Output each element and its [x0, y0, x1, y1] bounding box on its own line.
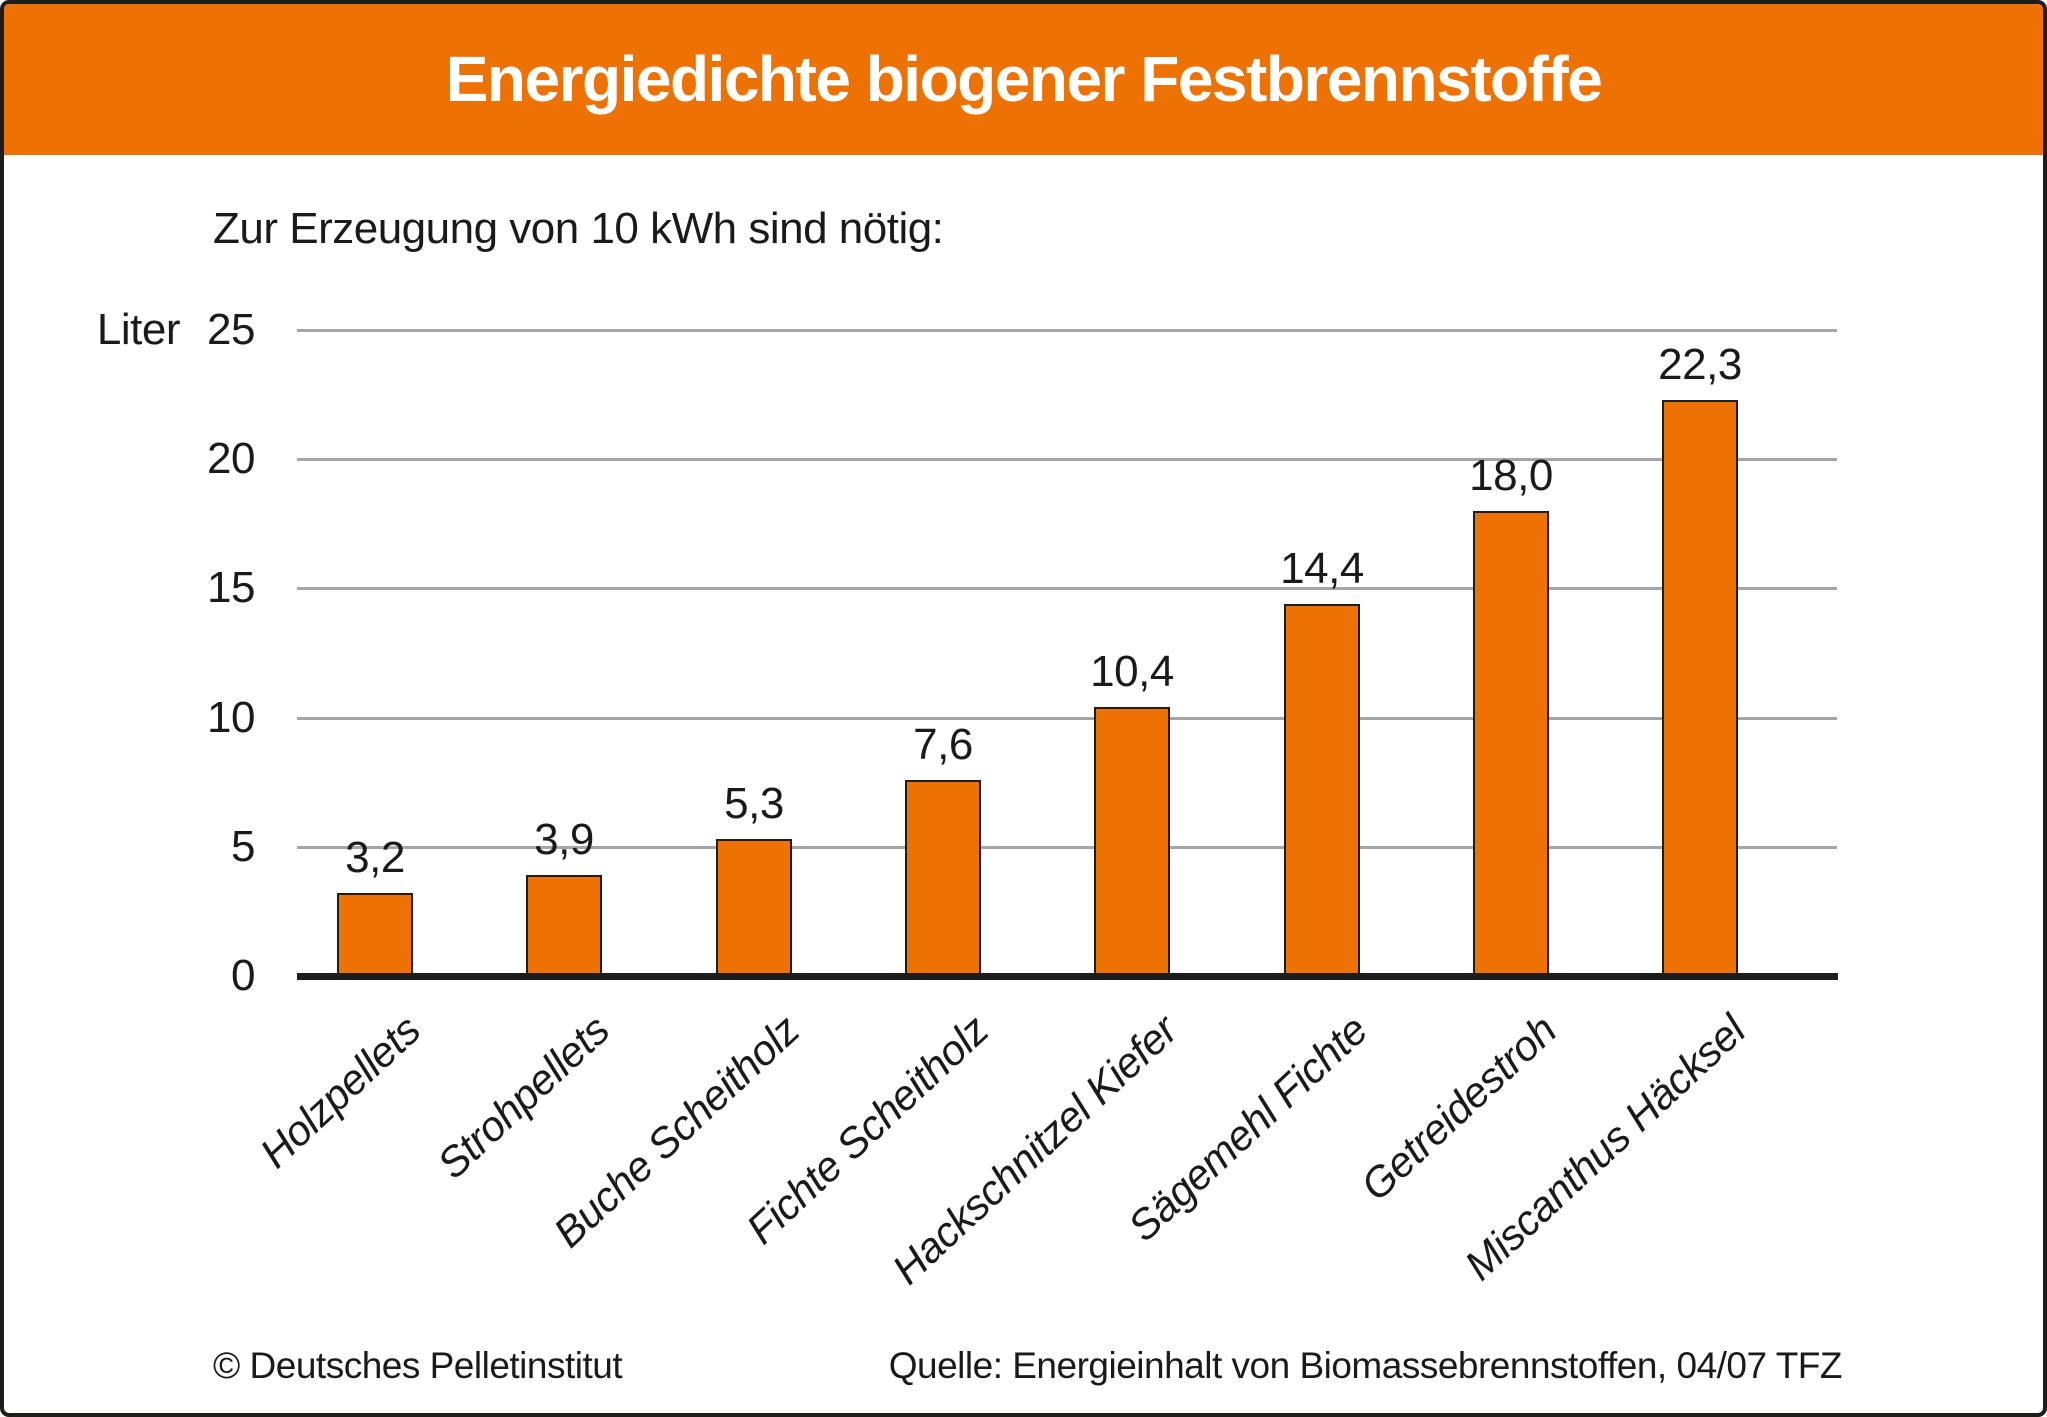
bar-3 — [905, 780, 981, 979]
bar-value-label-5: 14,4 — [1280, 544, 1364, 593]
bar-value-label-7: 22,3 — [1658, 340, 1742, 389]
x-axis-line — [297, 973, 1838, 980]
bar-1 — [526, 875, 602, 979]
bar-value-label-1: 3,9 — [534, 815, 594, 864]
y-tick-label-10: 10 — [207, 693, 255, 742]
footer-source: Quelle: Energieinhalt von Biomassebrenns… — [888, 1345, 1843, 1386]
footer-copyright: © Deutsches Pelletinstitut — [213, 1345, 623, 1386]
header-band — [4, 4, 2043, 155]
y-tick-label-15: 15 — [207, 563, 255, 612]
bar-6 — [1473, 511, 1549, 979]
y-tick-label-25: 25 — [207, 305, 255, 354]
gridline-15 — [297, 587, 1837, 590]
bar-value-label-2: 5,3 — [724, 779, 784, 828]
bar-5 — [1284, 604, 1360, 979]
bar-value-label-4: 10,4 — [1090, 647, 1174, 696]
bar-2 — [716, 839, 792, 979]
chart-subtitle: Zur Erzeugung von 10 kWh sind nötig: — [213, 204, 944, 253]
gridline-20 — [297, 458, 1837, 461]
bar-value-label-6: 18,0 — [1469, 451, 1553, 500]
bar-value-label-3: 7,6 — [913, 720, 973, 769]
bar-chart: 0 5 10 15 20 25 Liter 3,2 Holzpellets 3,9 Strohpel… — [4, 4, 2043, 1413]
y-tick-label-0: 0 — [231, 951, 255, 1000]
gridline-10 — [297, 717, 1837, 720]
bar-value-label-0: 3,2 — [345, 833, 405, 882]
y-tick-label-20: 20 — [207, 434, 255, 483]
page-title: Energiedichte biogener Festbrennstoffe — [445, 43, 1603, 115]
y-tick-label-5: 5 — [231, 822, 255, 871]
bar-0 — [337, 893, 413, 979]
gridline-25 — [297, 329, 1837, 332]
bar-7 — [1662, 400, 1738, 979]
bar-4 — [1094, 707, 1170, 979]
gridline-5 — [297, 846, 1837, 849]
y-axis-unit-label: Liter — [96, 305, 181, 354]
